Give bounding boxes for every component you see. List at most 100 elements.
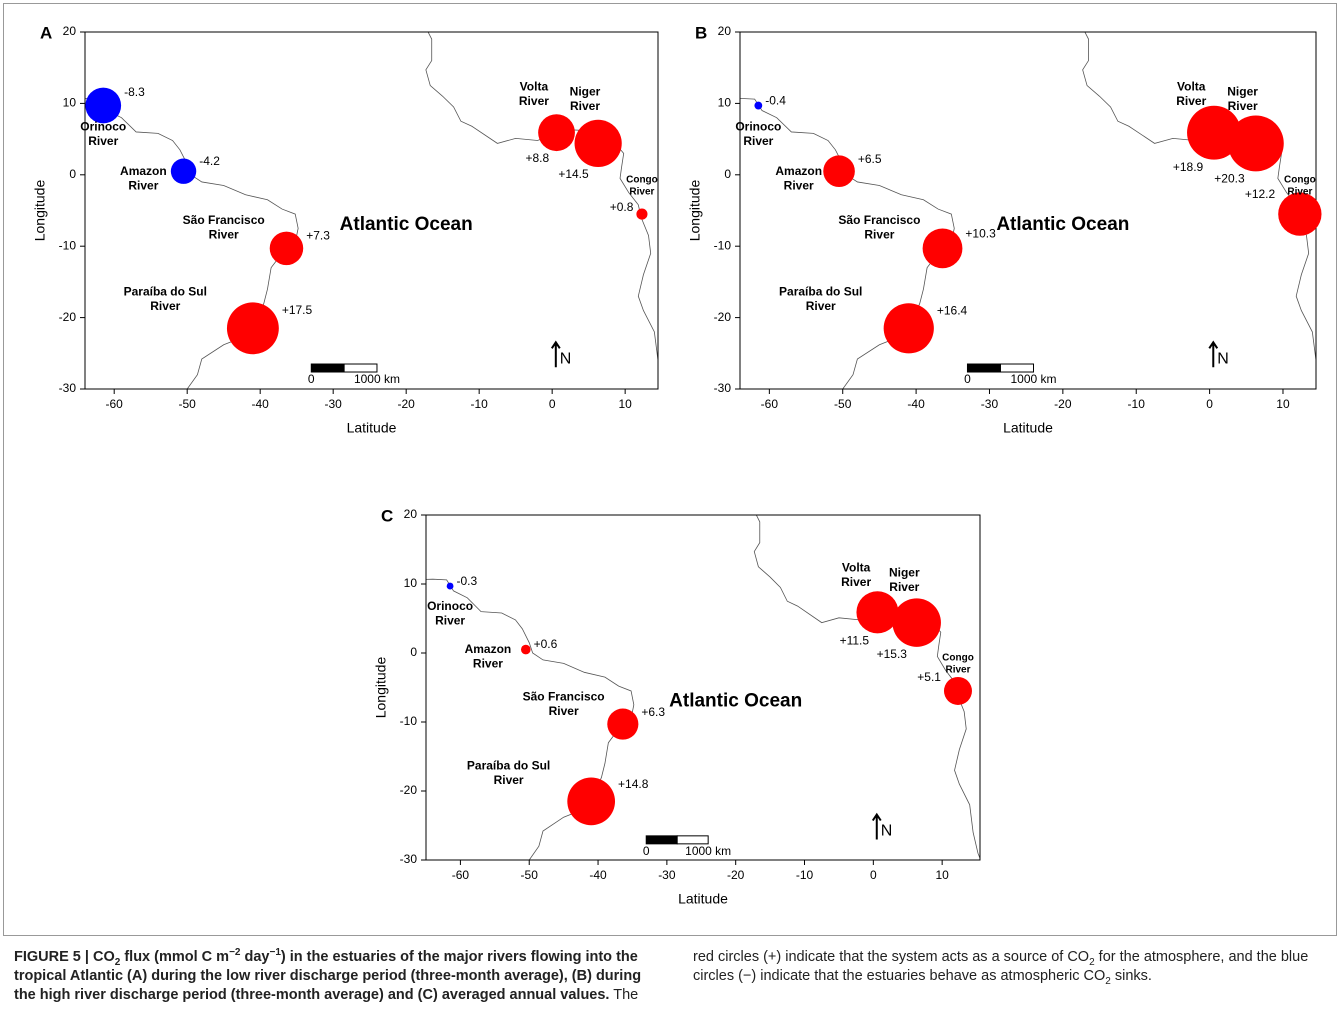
scale-bar bbox=[645, 835, 678, 845]
value-label: +0.8 bbox=[610, 200, 634, 214]
river-name: Niger River bbox=[889, 566, 920, 594]
x-tick-label: 0 bbox=[870, 868, 877, 882]
north-arrow bbox=[1208, 340, 1219, 368]
x-tick-label: 10 bbox=[1276, 397, 1290, 411]
plot-frame bbox=[84, 31, 659, 390]
x-tick-label: -20 bbox=[727, 868, 745, 882]
x-tick-label: -20 bbox=[1054, 397, 1072, 411]
flux-bubble bbox=[1278, 192, 1322, 236]
x-axis-label: Latitude bbox=[678, 891, 728, 907]
river-name: Congo River bbox=[1284, 174, 1316, 197]
x-tick-label: 0 bbox=[549, 397, 556, 411]
flux-bubble bbox=[574, 119, 622, 167]
value-label: +15.3 bbox=[877, 647, 908, 661]
x-tick-label: -10 bbox=[470, 397, 488, 411]
x-tick-label: -30 bbox=[658, 868, 676, 882]
x-tick-label: -60 bbox=[106, 397, 124, 411]
scale-label: 0 bbox=[308, 372, 315, 386]
river-name: Niger River bbox=[570, 85, 601, 113]
north-arrow bbox=[550, 340, 561, 368]
y-tick-label: 0 bbox=[69, 167, 76, 181]
annotation: Atlantic Ocean bbox=[340, 214, 473, 235]
x-tick-label: -50 bbox=[521, 868, 539, 882]
x-tick-label: -60 bbox=[452, 868, 470, 882]
x-tick-label: -60 bbox=[761, 397, 779, 411]
flux-bubble bbox=[446, 582, 454, 590]
value-label: +14.8 bbox=[618, 777, 649, 791]
value-label: -4.2 bbox=[199, 154, 220, 168]
caption-text: flux (mmol C m bbox=[120, 949, 230, 965]
y-axis-label: Longitude bbox=[687, 180, 703, 242]
caption-text: FIGURE 5 | CO2 flux (mmol C m−2 day−1) i… bbox=[14, 947, 641, 1003]
y-tick-label: -10 bbox=[59, 238, 77, 252]
x-axis-label: Latitude bbox=[347, 420, 397, 436]
x-tick-label: -30 bbox=[981, 397, 999, 411]
value-label: +14.5 bbox=[558, 167, 589, 181]
y-tick-label: 10 bbox=[718, 96, 732, 110]
caption-text: day bbox=[240, 949, 270, 965]
caption-text: for the atmosphere, and the blue circles… bbox=[693, 949, 1309, 984]
river-name: Volta River bbox=[1176, 80, 1206, 108]
river-name: São Francisco River bbox=[183, 213, 265, 241]
river-name: Amazon River bbox=[775, 164, 822, 192]
x-tick-label: -40 bbox=[252, 397, 270, 411]
river-name: Paraíba do Sul River bbox=[124, 285, 207, 313]
river-name: São Francisco River bbox=[523, 690, 605, 718]
x-tick-label: -10 bbox=[796, 868, 814, 882]
value-label: -0.4 bbox=[765, 93, 786, 107]
x-tick-label: -50 bbox=[834, 397, 852, 411]
flux-bubble bbox=[85, 87, 122, 124]
scale-label: 0 bbox=[964, 372, 971, 386]
value-label: +8.8 bbox=[525, 151, 549, 165]
x-tick-label: -40 bbox=[907, 397, 925, 411]
flux-bubble bbox=[1187, 105, 1241, 160]
flux-bubble bbox=[520, 644, 531, 655]
x-tick-label: 10 bbox=[935, 868, 949, 882]
x-tick-label: -20 bbox=[398, 397, 416, 411]
x-tick-label: -40 bbox=[589, 868, 607, 882]
river-name: São Francisco River bbox=[838, 213, 920, 241]
river-name: Paraíba do Sul River bbox=[467, 759, 550, 787]
flux-bubble bbox=[943, 676, 972, 705]
annotation: Atlantic Ocean bbox=[669, 690, 802, 711]
scale-label: 0 bbox=[643, 844, 650, 858]
value-label: +17.5 bbox=[282, 303, 313, 317]
y-tick-label: -10 bbox=[400, 714, 418, 728]
panel-label: B bbox=[695, 23, 707, 42]
flux-bubble bbox=[856, 591, 899, 634]
x-tick-label: -10 bbox=[1128, 397, 1146, 411]
y-tick-label: 20 bbox=[404, 507, 418, 521]
flux-bubble bbox=[226, 302, 279, 355]
value-label: +12.2 bbox=[1245, 187, 1276, 201]
x-tick-label: 0 bbox=[1206, 397, 1213, 411]
value-label: -8.3 bbox=[124, 85, 145, 99]
caption-sup: −2 bbox=[229, 947, 241, 959]
scale-bar bbox=[966, 363, 1001, 373]
flux-bubble bbox=[883, 303, 934, 354]
map bbox=[426, 515, 980, 860]
value-label: +6.3 bbox=[641, 705, 665, 719]
figure: A -60 -50 -40 -30 -20 -10 0 10 -30 -20 -10 0 10 20 Lati… bbox=[32, 23, 1322, 907]
flux-bubble bbox=[269, 231, 304, 266]
x-tick-label: -50 bbox=[179, 397, 197, 411]
north-label: N bbox=[881, 823, 893, 840]
flux-bubble bbox=[538, 114, 575, 152]
river-name: Congo River bbox=[626, 174, 658, 197]
y-tick-label: 20 bbox=[718, 24, 732, 38]
value-label: +5.1 bbox=[917, 670, 941, 684]
flux-bubble bbox=[1227, 115, 1284, 172]
x-tick-label: 10 bbox=[618, 397, 632, 411]
north-label: N bbox=[1217, 351, 1229, 368]
flux-bubble bbox=[892, 598, 941, 647]
plot-frame bbox=[425, 514, 981, 861]
x-axis-label: Latitude bbox=[1003, 420, 1053, 436]
value-label: +11.5 bbox=[840, 633, 870, 647]
river-name: Amazon River bbox=[465, 642, 512, 670]
x-tick-label: -30 bbox=[325, 397, 343, 411]
river-name: Volta River bbox=[519, 80, 549, 108]
caption-sub: 2 bbox=[1105, 975, 1111, 987]
y-axis-label: Longitude bbox=[373, 657, 389, 719]
scale-bar bbox=[310, 363, 345, 373]
north-label: N bbox=[560, 351, 572, 368]
y-axis-label: Longitude bbox=[32, 180, 48, 242]
